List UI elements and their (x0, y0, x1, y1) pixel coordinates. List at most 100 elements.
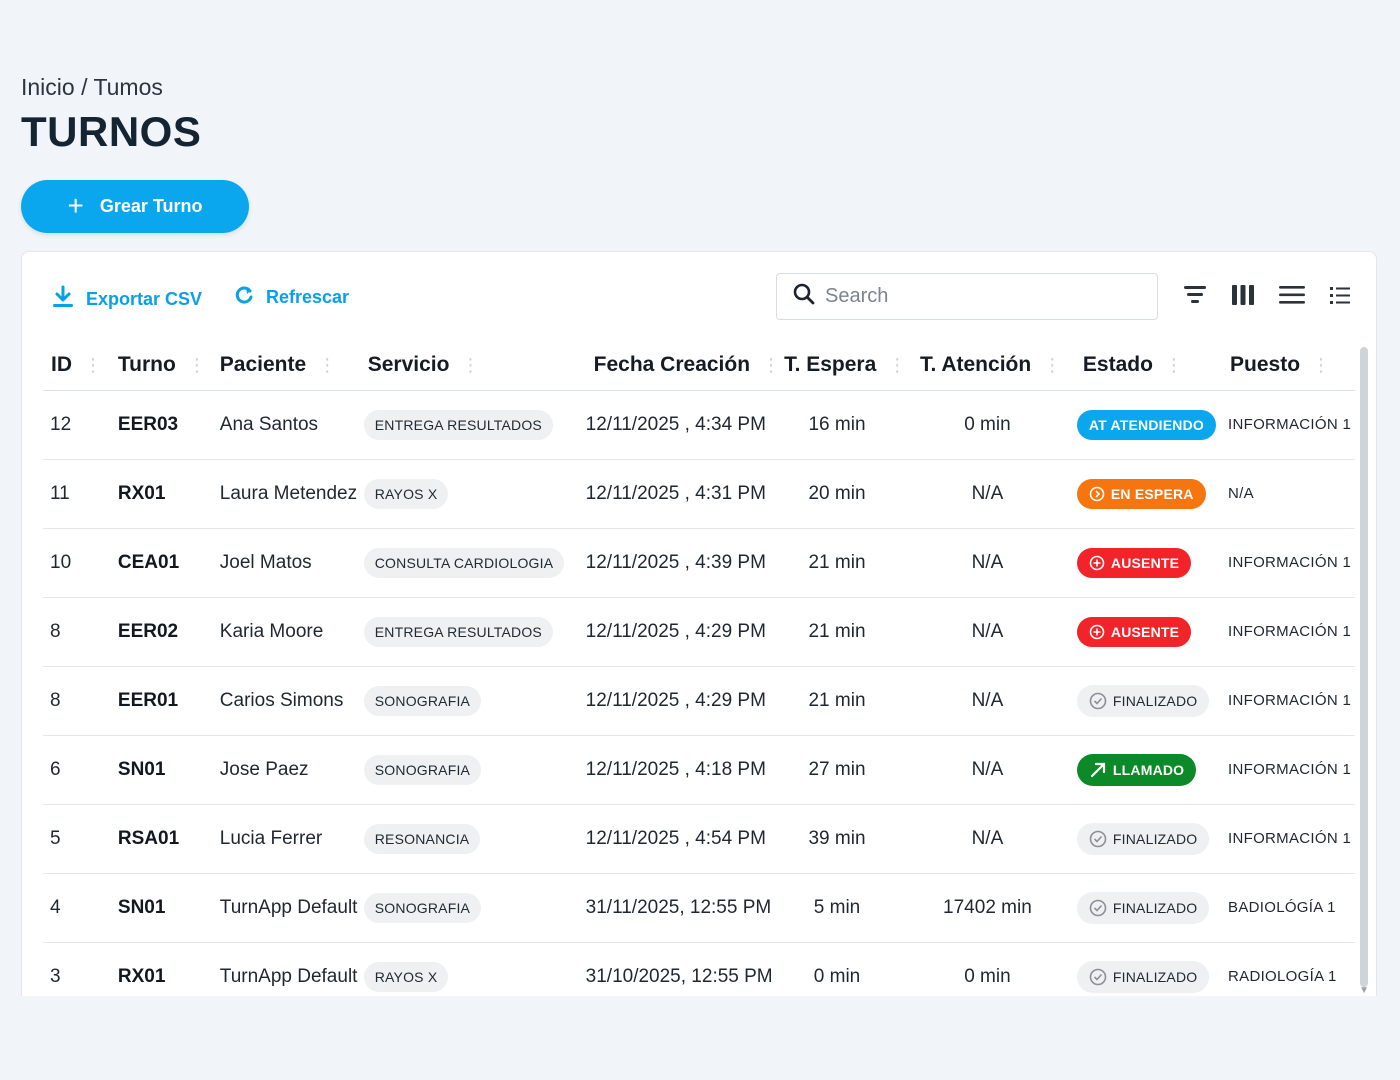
column-header[interactable]: Turno ⋮ (111, 340, 214, 391)
turnos-card: Exportar CSV Refrescar (21, 251, 1377, 1012)
status-badge: LLAMADO (1076, 753, 1197, 786)
cell-turno: SN01 (111, 735, 214, 805)
service-chip: SONOGRAFIA (363, 754, 482, 785)
cell-estado: AUSENTE (1066, 597, 1217, 667)
status-label: AUSENTE (1110, 623, 1180, 640)
status-label: LLAMADO (1112, 761, 1185, 778)
cell-puesto: INFORMACIÓN 1 (1216, 735, 1355, 805)
table-row[interactable]: 6 SN01 Jose Paez SONOGRAFIA 12/11/2025 , 4:1… (43, 735, 1355, 805)
view-options (1182, 282, 1352, 308)
cell-servicio: ENTREGA RESULTADOS (361, 390, 572, 460)
cell-id: 8 (43, 666, 112, 736)
status-label: FINALIZADO (1112, 830, 1198, 847)
service-chip: RAYOS X (363, 961, 449, 992)
cell-fecha: 12/11/2025 , 4:29 PM (571, 597, 781, 667)
density-icon[interactable] (1278, 282, 1306, 308)
cell-espera: 20 min (780, 459, 916, 529)
cell-paciente: TurnApp Default (213, 873, 362, 943)
cell-espera: 39 min (780, 804, 916, 874)
create-turno-label: Grear Turno (99, 196, 203, 216)
absent-icon (1089, 624, 1105, 640)
cell-turno: EER01 (111, 666, 214, 736)
table-row[interactable]: 12 EER03 Ana Santos ENTREGA RESULTADOS 12/11… (43, 390, 1355, 460)
column-menu-icon[interactable]: ⋮ (762, 354, 781, 375)
column-menu-icon[interactable]: ⋮ (888, 354, 907, 375)
column-menu-icon[interactable]: ⋮ (461, 354, 480, 375)
clock-icon (1089, 486, 1105, 502)
table-row[interactable]: 5 RSA01 Lucia Ferrer RESONANCIA 12/11/2025 ,… (43, 804, 1355, 874)
column-menu-icon[interactable]: ⋮ (187, 354, 206, 375)
cell-servicio: RESONANCIA (361, 804, 572, 874)
cell-atencion: 17402 min (915, 873, 1067, 943)
search-box[interactable] (776, 273, 1158, 320)
cell-espera: 27 min (780, 735, 916, 805)
cell-fecha: 12/11/2025 , 4:18 PM (571, 735, 781, 805)
column-menu-icon[interactable]: ⋮ (318, 354, 337, 375)
cell-turno: CEA01 (111, 528, 214, 598)
page-title: TURNOS (21, 108, 202, 155)
cell-puesto: INFORMACIÓN 1 (1216, 804, 1355, 874)
cell-id: 11 (43, 459, 112, 529)
column-header[interactable]: ID ⋮ (43, 340, 112, 391)
cell-estado: AUSENTE (1066, 528, 1217, 598)
download-icon (52, 285, 74, 314)
status-badge: AUSENTE (1076, 547, 1192, 578)
status-badge: FINALIZADO (1076, 960, 1210, 993)
breadcrumb[interactable]: Inicio / Tumos (21, 74, 163, 100)
cell-paciente: Carios Simons (213, 666, 362, 736)
cell-atencion: 0 min (915, 390, 1067, 460)
cell-atencion: N/A (915, 459, 1067, 529)
column-header[interactable]: Estado ⋮ (1066, 340, 1217, 391)
column-header[interactable]: T. Atención ⋮ (915, 340, 1067, 391)
check-circle-icon (1089, 968, 1107, 986)
scroll-down-icon[interactable]: ▼ (1359, 985, 1369, 996)
column-header[interactable]: Puesto ⋮ (1216, 340, 1355, 391)
table-row[interactable]: 4 SN01 TurnApp Default SONOGRAFIA 31/11/2025… (43, 873, 1355, 943)
service-chip: CONSULTA CARDIOLOGIA (363, 547, 565, 578)
table-row[interactable]: 8 EER02 Karia Moore ENTREGA RESULTADOS 12/11… (43, 597, 1355, 667)
column-header[interactable]: Fecha Creación ⋮ (571, 340, 781, 391)
cell-fecha: 12/11/2025 , 4:54 PM (571, 804, 781, 874)
column-menu-icon[interactable]: ⋮ (1043, 354, 1062, 375)
cell-id: 5 (43, 804, 112, 874)
cell-servicio: CONSULTA CARDIOLOGIA (361, 528, 572, 598)
cell-paciente: Lucia Ferrer (213, 804, 362, 874)
cell-estado: FINALIZADO (1066, 666, 1217, 736)
cell-estado: FINALIZADO (1066, 873, 1217, 943)
cell-atencion: N/A (915, 804, 1067, 874)
columns-icon[interactable] (1230, 282, 1256, 308)
absent-icon (1089, 555, 1105, 571)
column-header[interactable]: Paciente ⋮ (213, 340, 362, 391)
table-row[interactable]: 10 CEA01 Joel Matos CONSULTA CARDIOLOGIA 12/… (43, 528, 1355, 598)
refresh-button[interactable]: Refrescar (234, 285, 349, 310)
cell-estado: AT ATENDIENDO (1066, 390, 1217, 460)
filter-icon[interactable] (1182, 282, 1208, 308)
create-turno-button[interactable]: + Grear Turno (21, 180, 249, 233)
column-header-label: Paciente (219, 352, 307, 376)
column-header[interactable]: Servicio ⋮ (361, 340, 572, 391)
column-menu-icon[interactable]: ⋮ (1312, 354, 1331, 375)
search-input[interactable] (825, 285, 1125, 308)
cell-puesto: INFORMACIÓN 1 (1216, 666, 1355, 736)
cell-turno: EER03 (111, 390, 214, 460)
cell-paciente: Joel Matos (213, 528, 362, 598)
list-view-icon[interactable] (1328, 283, 1352, 307)
cell-espera: 16 min (780, 390, 916, 460)
column-menu-icon[interactable]: ⋮ (1164, 354, 1183, 375)
export-csv-label: Exportar CSV (86, 289, 203, 309)
page-bottom (0, 996, 1400, 1080)
column-menu-icon[interactable]: ⋮ (84, 354, 102, 375)
export-csv-button[interactable]: Exportar CSV (52, 285, 202, 314)
cell-turno: RSA01 (111, 804, 214, 874)
refresh-icon (234, 285, 254, 310)
status-badge: AUSENTE (1076, 616, 1192, 647)
cell-puesto: INFORMACIÓN 1 (1216, 597, 1355, 667)
table-row[interactable]: 11 RX01 Laura Metendez RAYOS X 12/11/2025 , … (43, 459, 1355, 529)
service-chip: SONOGRAFIA (363, 685, 482, 716)
scrollbar[interactable] (1360, 347, 1368, 987)
column-header[interactable]: T. Espera ⋮ (780, 340, 916, 391)
table-header: ID ⋮ Turno ⋮ Paciente ⋮ Servicio ⋮ Fecha Creació… (43, 340, 1355, 391)
cell-fecha: 12/11/2025 , 4:34 PM (571, 390, 781, 460)
cell-servicio: RAYOS X (361, 459, 572, 529)
table-row[interactable]: 8 EER01 Carios Simons SONOGRAFIA 12/11/2025 … (43, 666, 1355, 736)
